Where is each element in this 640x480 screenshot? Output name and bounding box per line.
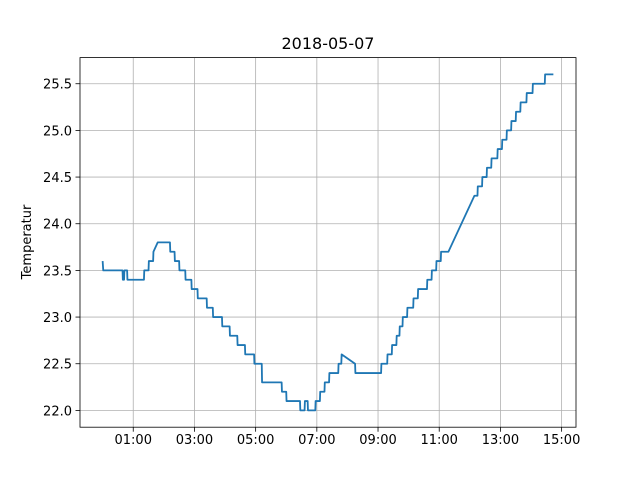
x-tick-label: 09:00: [359, 433, 396, 448]
chart-title: 2018-05-07: [282, 34, 375, 53]
x-tick-label: 03:00: [176, 433, 213, 448]
y-tick-label: 25.5: [43, 78, 72, 93]
y-tick-label: 24.0: [43, 218, 72, 233]
y-tick-label: 23.0: [43, 311, 72, 326]
y-tick-label: 22.0: [43, 404, 72, 419]
x-tick-label: 13:00: [482, 433, 519, 448]
y-tick-label: 25.0: [43, 124, 72, 139]
x-tick-label: 07:00: [298, 433, 335, 448]
y-tick-label: 24.5: [43, 171, 72, 186]
data-line: [101, 73, 554, 412]
y-axis-label: Temperatur: [20, 204, 35, 280]
y-tick-label: 22.5: [43, 358, 72, 373]
plot-frame: [79, 57, 577, 428]
x-tick-label: 15:00: [543, 433, 580, 448]
y-tick-label: 23.5: [43, 264, 72, 279]
x-tick-label: 05:00: [237, 433, 274, 448]
x-tick-label: 11:00: [420, 433, 457, 448]
x-tick-label: 01:00: [115, 433, 152, 448]
